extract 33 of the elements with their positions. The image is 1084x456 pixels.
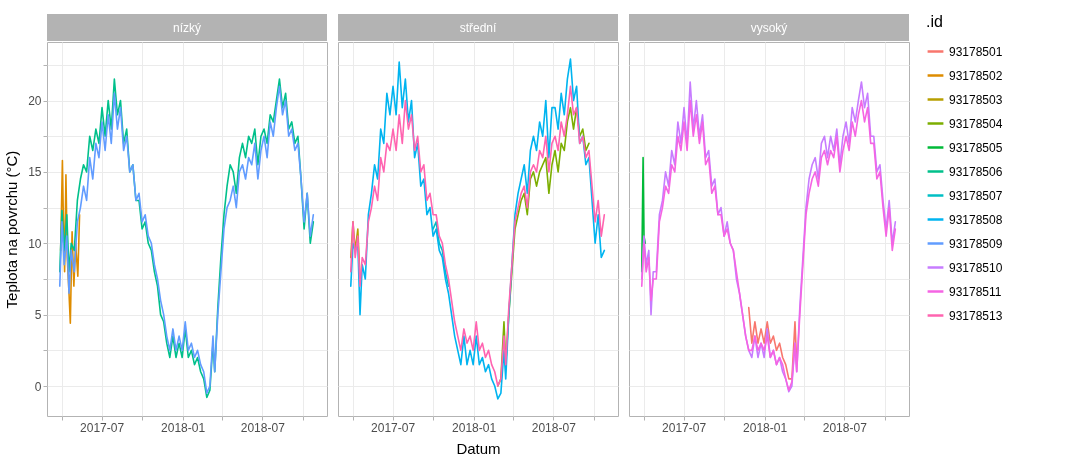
line-series xyxy=(59,159,81,325)
chart-title: nízký xyxy=(172,20,202,35)
text: 93178503 xyxy=(949,92,1003,107)
chart-title: střední xyxy=(459,20,498,35)
y-tick-label: 15 xyxy=(28,165,42,180)
x-tick-label: 2018-07 xyxy=(531,420,577,435)
y-tick-label: 0 xyxy=(34,379,42,394)
legend-title: .id xyxy=(926,13,943,30)
text: 93178506 xyxy=(949,164,1003,179)
legend-label: 93178511 xyxy=(949,284,1002,299)
text: 93178509 xyxy=(949,236,1003,251)
text: 93178504 xyxy=(949,116,1003,131)
x-tick-label: 2017-07 xyxy=(662,420,707,435)
x-tick-label: 2018-01 xyxy=(743,420,788,435)
legend-label: 93178505 xyxy=(949,140,1003,155)
x-axis-title: Datum xyxy=(456,439,501,456)
legend-label: 93178510 xyxy=(949,260,1003,275)
text: 93178508 xyxy=(949,212,1003,227)
x-tick-label: 2017-07 xyxy=(371,420,416,435)
legend-label: 93178501 xyxy=(949,44,1003,59)
y-tick-label: 10 xyxy=(28,236,42,251)
y-tick-label: 20 xyxy=(28,94,42,109)
x-tick-label: 2018-01 xyxy=(452,420,497,435)
x-tick-label: 2017-07 xyxy=(80,420,125,435)
text: 93178513 xyxy=(949,308,1003,323)
text: 93178507 xyxy=(949,188,1003,203)
y-axis-title: Teplota na povrchu (°C) xyxy=(3,150,21,309)
x-tick-label: 2018-07 xyxy=(240,420,286,435)
chart-title: vysoký xyxy=(750,20,788,35)
y-tick-label: 5 xyxy=(34,308,42,323)
x-tick-label: 2018-07 xyxy=(822,420,868,435)
text: 93178502 xyxy=(949,68,1003,83)
x-tick-label: 2018-01 xyxy=(161,420,206,435)
